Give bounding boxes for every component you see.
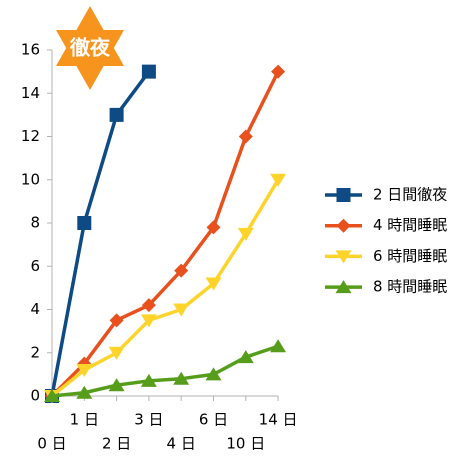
marker xyxy=(76,385,93,399)
legend-item: 4 時間睡眠 xyxy=(325,216,447,234)
x-tick-label: 6 日 xyxy=(199,411,228,429)
marker xyxy=(335,280,352,294)
series xyxy=(44,339,287,402)
y-tick-label: 14 xyxy=(21,84,40,102)
y-tick-label: 0 xyxy=(30,387,40,405)
marker xyxy=(109,107,124,122)
x-tick-label: 0 日 xyxy=(37,435,66,453)
marker xyxy=(108,346,125,360)
marker xyxy=(174,263,189,278)
badge: 徹夜 xyxy=(56,6,124,90)
marker xyxy=(270,173,287,187)
y-tick-label: 8 xyxy=(30,214,40,232)
marker xyxy=(44,389,60,402)
x-tick-label: 4 日 xyxy=(167,435,196,453)
x-tick-label: 1 日 xyxy=(70,411,99,429)
marker xyxy=(336,188,351,202)
y-tick-label: 12 xyxy=(21,127,40,145)
y-tick-label: 2 xyxy=(30,343,40,361)
series-line xyxy=(50,70,151,397)
legend-label: 4 時間睡眠 xyxy=(373,216,447,234)
marker xyxy=(76,364,93,378)
x-tick-label: 10 日 xyxy=(226,435,265,453)
marker xyxy=(108,378,125,392)
marker xyxy=(140,314,157,328)
marker xyxy=(173,371,190,385)
marker xyxy=(173,303,190,317)
marker xyxy=(335,250,352,264)
series xyxy=(44,173,287,403)
legend-item: 2 日間徹夜 xyxy=(325,186,447,204)
marker xyxy=(271,64,286,79)
marker xyxy=(77,216,92,230)
badge-text: 徹夜 xyxy=(69,36,111,60)
marker xyxy=(141,298,156,313)
marker xyxy=(141,64,156,79)
marker xyxy=(237,227,254,241)
legend-label: 2 日間徹夜 xyxy=(373,186,447,204)
legend-label: 6 時間睡眠 xyxy=(373,247,447,265)
legend-item: 8 時間睡眠 xyxy=(325,278,447,296)
marker xyxy=(237,350,254,364)
marker xyxy=(270,339,287,353)
y-tick-label: 16 xyxy=(21,41,40,59)
marker xyxy=(206,220,221,235)
series-line xyxy=(50,70,280,398)
legend-item: 6 時間睡眠 xyxy=(325,247,447,265)
y-tick-label: 4 xyxy=(30,300,40,318)
series xyxy=(45,64,156,403)
marker xyxy=(140,373,157,387)
y-tick-label: 6 xyxy=(30,257,40,275)
legend-label: 8 時間睡眠 xyxy=(373,278,447,296)
x-tick-label: 14 日 xyxy=(259,411,298,429)
x-tick-label: 2 日 xyxy=(102,435,131,453)
marker xyxy=(205,277,222,291)
badge-star xyxy=(56,30,124,90)
x-tick-label: 3 日 xyxy=(134,411,163,429)
y-tick-label: 10 xyxy=(21,170,40,188)
marker xyxy=(205,367,222,381)
marker xyxy=(238,129,253,144)
marker xyxy=(336,218,351,233)
marker xyxy=(109,313,124,328)
